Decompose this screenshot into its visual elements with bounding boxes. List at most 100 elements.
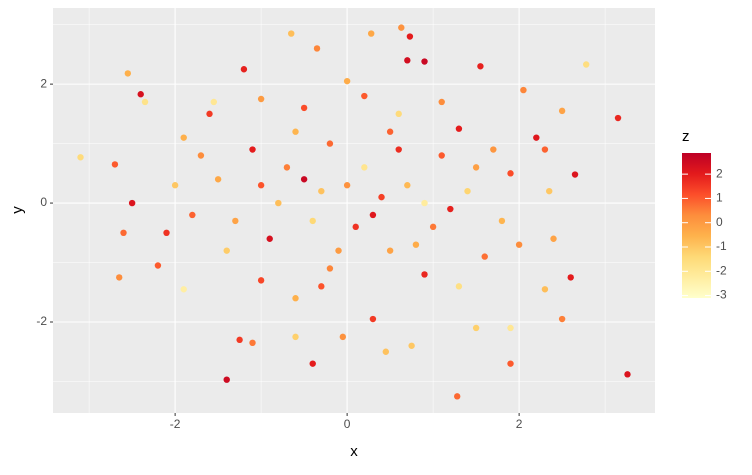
point (472, 324, 480, 332)
point (197, 152, 205, 159)
point (326, 265, 334, 272)
point (398, 24, 405, 31)
point (386, 247, 394, 254)
point (257, 277, 265, 284)
point (558, 107, 566, 115)
point (180, 286, 187, 293)
point (395, 110, 402, 118)
point (318, 187, 325, 195)
point (438, 152, 445, 159)
panel (53, 8, 655, 413)
point (533, 134, 540, 141)
point (464, 187, 471, 195)
y-tick-label: 2 (40, 76, 47, 90)
point (567, 274, 574, 281)
point (455, 283, 463, 290)
point (361, 92, 368, 100)
point (520, 86, 527, 94)
point (343, 182, 351, 189)
point (257, 182, 265, 189)
point (266, 235, 273, 242)
point (614, 114, 622, 122)
point (206, 110, 213, 118)
point (368, 30, 375, 37)
point (507, 360, 514, 367)
point (546, 187, 553, 195)
point (171, 182, 179, 189)
point (421, 271, 428, 278)
legend-label: 0 (716, 215, 723, 229)
point (335, 247, 342, 254)
point (309, 217, 316, 225)
point (382, 348, 390, 355)
point (111, 161, 119, 168)
colorbar (682, 153, 711, 298)
point (249, 339, 256, 347)
point (343, 77, 351, 85)
point (210, 98, 218, 106)
point (240, 66, 248, 73)
point (163, 229, 170, 237)
x-tick-label: 2 (516, 417, 523, 431)
point (477, 63, 484, 70)
point (77, 154, 84, 161)
point (507, 170, 514, 177)
point (120, 229, 127, 237)
point (624, 371, 631, 378)
point (275, 199, 282, 207)
point (455, 125, 463, 132)
y-axis-title: y (9, 206, 26, 214)
point (141, 98, 149, 106)
point (361, 164, 368, 171)
x-tick-label: -2 (170, 417, 181, 431)
point (283, 164, 291, 171)
point (292, 295, 299, 302)
point (223, 376, 230, 383)
point (232, 217, 239, 225)
point (541, 286, 549, 293)
point (378, 193, 385, 201)
point (550, 235, 557, 242)
legend-label: -3 (716, 288, 727, 302)
point (404, 182, 411, 189)
point (339, 333, 347, 341)
legend-label: 1 (716, 191, 723, 205)
point (558, 315, 566, 323)
point (507, 324, 514, 332)
point (412, 241, 420, 248)
point (583, 61, 590, 68)
point (369, 315, 377, 323)
point (223, 247, 230, 254)
point (180, 134, 187, 141)
point (369, 211, 377, 219)
legend-label: -1 (716, 239, 727, 253)
point (541, 146, 549, 153)
x-axis-title: x (350, 443, 358, 460)
point (214, 176, 222, 183)
point (128, 199, 136, 207)
point (257, 95, 265, 103)
point (421, 199, 428, 207)
point (292, 333, 299, 341)
point (454, 393, 461, 400)
point (318, 283, 325, 290)
point (137, 91, 144, 98)
point (571, 171, 579, 178)
point (404, 57, 411, 64)
point (472, 164, 480, 171)
legend-label: 2 (716, 166, 723, 180)
point (490, 146, 497, 153)
point (292, 128, 299, 135)
point (352, 223, 359, 231)
point (429, 223, 437, 231)
point (309, 360, 316, 367)
point (154, 262, 162, 269)
point (300, 176, 308, 183)
legend-title: z (682, 128, 690, 145)
point (481, 253, 488, 260)
point (421, 58, 428, 65)
point (189, 211, 196, 219)
point (395, 146, 402, 153)
point (236, 336, 243, 344)
y-tick-label: -2 (36, 314, 47, 328)
